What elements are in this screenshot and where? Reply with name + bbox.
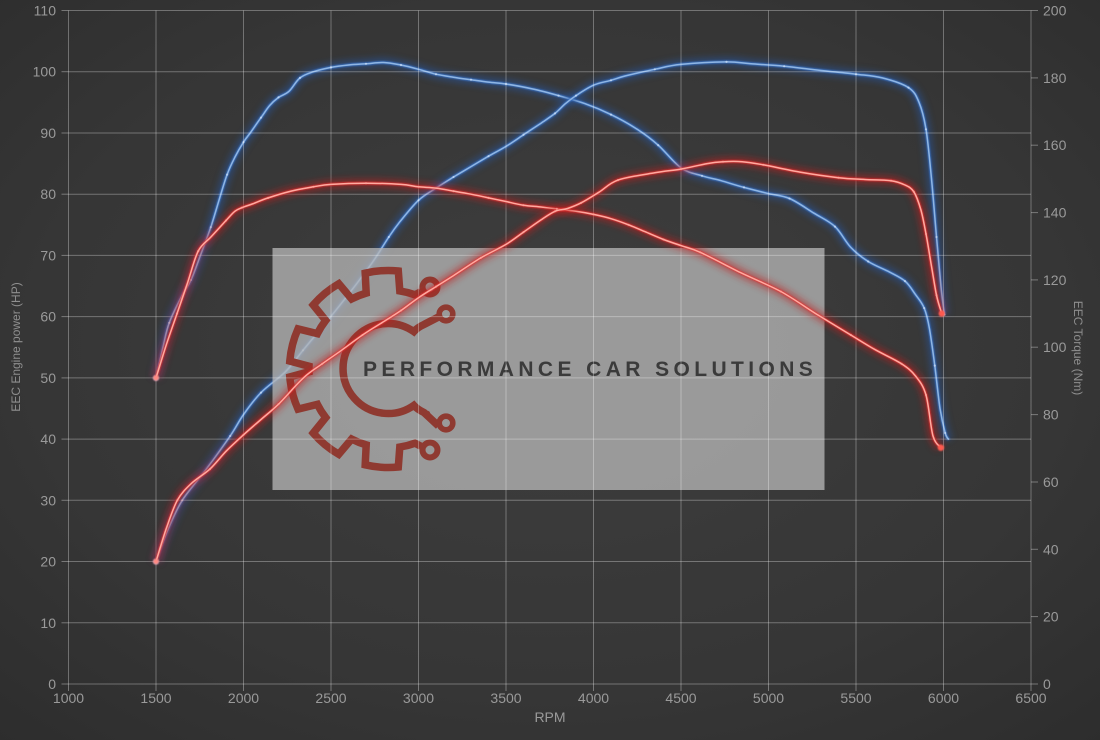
svg-text:50: 50: [40, 370, 56, 386]
svg-text:200: 200: [1043, 3, 1067, 19]
svg-text:0: 0: [1043, 676, 1051, 692]
svg-text:2000: 2000: [228, 690, 259, 706]
svg-text:EEC Engine power (HP): EEC Engine power (HP): [9, 282, 23, 411]
svg-text:40: 40: [1043, 541, 1059, 557]
svg-text:4000: 4000: [578, 690, 609, 706]
svg-text:5000: 5000: [753, 690, 784, 706]
svg-text:6000: 6000: [928, 690, 959, 706]
svg-text:EEC Torque (Nm): EEC Torque (Nm): [1071, 301, 1085, 395]
svg-text:70: 70: [40, 247, 56, 263]
svg-text:90: 90: [40, 125, 56, 141]
svg-text:60: 60: [40, 309, 56, 325]
svg-text:40: 40: [40, 431, 56, 447]
svg-text:20: 20: [1043, 609, 1059, 625]
svg-text:60: 60: [1043, 474, 1059, 490]
svg-text:PERFORMANCE CAR SOLUTIONS: PERFORMANCE CAR SOLUTIONS: [363, 358, 817, 381]
svg-text:20: 20: [40, 554, 56, 570]
svg-text:100: 100: [1043, 339, 1067, 355]
svg-text:3000: 3000: [403, 690, 434, 706]
svg-text:160: 160: [1043, 137, 1067, 153]
svg-text:30: 30: [40, 492, 56, 508]
svg-text:180: 180: [1043, 70, 1067, 86]
svg-text:2500: 2500: [315, 690, 346, 706]
svg-text:140: 140: [1043, 205, 1067, 221]
svg-text:10: 10: [40, 615, 56, 631]
svg-text:120: 120: [1043, 272, 1067, 288]
svg-text:5500: 5500: [840, 690, 871, 706]
svg-text:100: 100: [33, 64, 57, 80]
svg-text:1500: 1500: [140, 690, 171, 706]
svg-text:4500: 4500: [665, 690, 696, 706]
svg-text:80: 80: [1043, 407, 1059, 423]
svg-text:110: 110: [34, 3, 57, 19]
svg-text:1000: 1000: [53, 690, 84, 706]
svg-text:RPM: RPM: [534, 709, 565, 725]
svg-text:0: 0: [48, 676, 56, 692]
svg-text:3500: 3500: [490, 690, 521, 706]
svg-text:80: 80: [40, 186, 56, 202]
svg-text:6500: 6500: [1015, 690, 1046, 706]
